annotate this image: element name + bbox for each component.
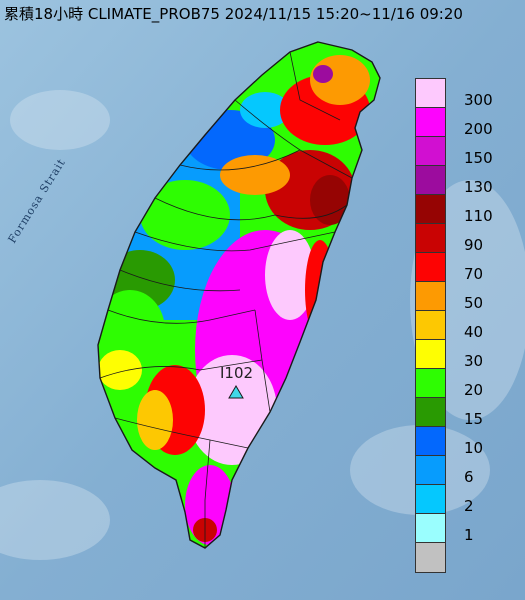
legend-label: 150	[464, 149, 493, 167]
map-title: 累積18小時 CLIMATE_PROB75 2024/11/15 15:20~1…	[4, 5, 463, 23]
mountain-pink-core-north	[265, 230, 315, 320]
west-green-patch	[140, 180, 230, 250]
legend-swatch	[415, 136, 446, 167]
legend-swatch	[415, 78, 446, 109]
legend-swatch	[415, 455, 446, 486]
legend-swatch	[415, 339, 446, 370]
legend-swatch	[415, 310, 446, 341]
county-borders	[99, 51, 353, 548]
legend-swatch	[415, 252, 446, 283]
legend-label: 130	[464, 178, 493, 196]
legend-label: 50	[464, 294, 484, 312]
central-darkred-patch	[310, 175, 350, 225]
coastal-green-band	[98, 290, 165, 370]
legend-swatch	[415, 484, 446, 515]
legend-label: 20	[464, 381, 484, 399]
legend-label: 110	[464, 207, 493, 225]
legend-label: 40	[464, 323, 484, 341]
legend-swatch	[415, 223, 446, 254]
legend-swatch	[415, 194, 446, 225]
station-label: I102	[220, 364, 253, 382]
legend-label: 6	[464, 468, 474, 486]
legend-label: 2	[464, 497, 474, 515]
north-blue-patch	[240, 92, 290, 128]
legend-label: 1	[464, 526, 474, 544]
station-marker: I102	[220, 364, 253, 399]
legend-label: 70	[464, 265, 484, 283]
legend-swatch	[415, 107, 446, 138]
southwest-yellow-patch	[137, 390, 173, 450]
legend-label: 30	[464, 352, 484, 370]
legend-label: 90	[464, 236, 484, 254]
legend-label: 300	[464, 91, 493, 109]
coastal-yellow-patch	[98, 350, 142, 390]
legend-swatch	[415, 165, 446, 196]
legend-swatch	[415, 397, 446, 428]
legend-swatch	[415, 542, 446, 573]
northeast-purple-spot	[313, 65, 333, 83]
legend-swatch	[415, 426, 446, 457]
legend-label: 10	[464, 439, 484, 457]
legend-label: 200	[464, 120, 493, 138]
legend-label: 15	[464, 410, 484, 428]
ridge-orange-patch	[220, 155, 290, 195]
legend-swatch	[415, 368, 446, 399]
legend-swatch	[415, 281, 446, 312]
triangle-marker-icon	[228, 385, 244, 399]
legend-swatch	[415, 513, 446, 544]
